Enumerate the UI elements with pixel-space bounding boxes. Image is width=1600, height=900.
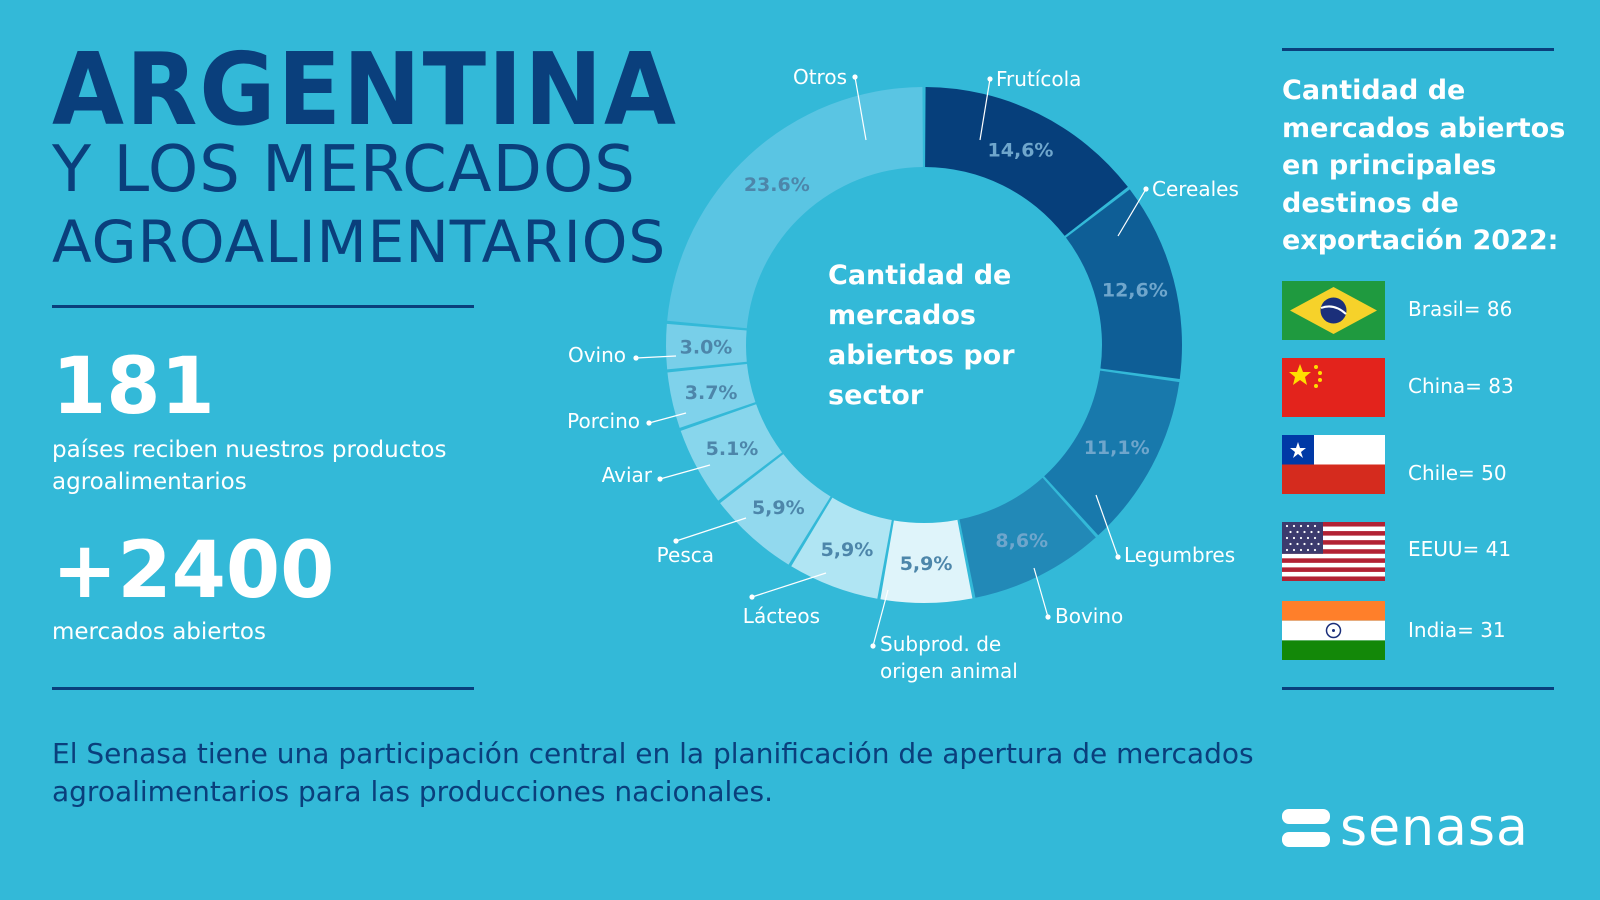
slice-value-label-5: 5,9% [821, 539, 874, 561]
category-label-5: Lácteos [743, 604, 820, 628]
stat-markets-value: +2400 [52, 526, 335, 616]
donut-slice-6 [720, 454, 831, 565]
donut-slice-10 [667, 87, 923, 329]
destination-india: India= 31 [1408, 618, 1506, 642]
divider-top-right [1282, 48, 1554, 51]
leader-line-4 [872, 589, 889, 647]
leader-line-8 [648, 412, 687, 424]
leader-dot-1 [1143, 186, 1149, 192]
senasa-logo: senasa [1282, 798, 1529, 858]
donut-slice-3 [959, 477, 1096, 598]
leader-line-9 [635, 355, 677, 359]
leader-line-10 [854, 76, 867, 141]
leader-line-1 [1117, 188, 1147, 237]
category-label-0: Frutícola [996, 67, 1081, 91]
category-label-8: Porcino [567, 409, 640, 433]
divider-top-left [52, 305, 474, 308]
slice-value-label-9: 3.0% [680, 336, 733, 358]
category-label-2: Legumbres [1124, 543, 1235, 567]
slice-value-label-0: 14,6% [988, 140, 1054, 162]
leader-line-6 [675, 517, 747, 542]
divider-bottom-left [52, 687, 474, 690]
slice-value-label-6: 5,9% [752, 497, 805, 519]
title-line-1: ARGENTINA [52, 31, 678, 148]
donut-slice-2 [1044, 370, 1180, 536]
destination-china: China= 83 [1408, 374, 1514, 398]
leader-line-2 [1095, 494, 1119, 558]
slice-value-label-10: 23.6% [744, 174, 810, 196]
slice-value-label-2: 11,1% [1084, 437, 1150, 459]
divider-bottom-right [1282, 687, 1554, 690]
slice-value-label-8: 3.7% [685, 382, 738, 404]
leader-dot-2 [1115, 554, 1121, 560]
brazil-flag-icon [1282, 281, 1385, 340]
stat-countries-value: 181 [52, 342, 215, 432]
slice-value-label-3: 8,6% [995, 530, 1048, 552]
category-label-6: Pesca [657, 543, 714, 567]
leader-dot-7 [657, 476, 663, 482]
chart-title: Cantidad de mercados abiertos por sector [828, 260, 1015, 411]
logo-text: senasa [1340, 798, 1529, 858]
leader-dot-9 [633, 355, 639, 361]
leader-dot-10 [852, 74, 858, 80]
donut-slice-9 [665, 323, 747, 370]
leader-dot-8 [646, 420, 652, 426]
donut-slice-0 [925, 87, 1128, 236]
category-label-4: Subprod. de origen animal [880, 632, 1018, 683]
stat-markets-description: mercados abiertos [52, 619, 266, 645]
destination-chile: Chile= 50 [1408, 461, 1507, 485]
leader-dot-5 [749, 594, 755, 600]
leader-dot-4 [870, 643, 876, 649]
slice-value-label-4: 5,9% [900, 553, 953, 575]
china-flag-icon [1282, 358, 1385, 417]
leader-dot-3 [1045, 614, 1051, 620]
destination-eeuu: EEUU= 41 [1408, 537, 1512, 561]
india-flag-icon [1282, 601, 1385, 660]
leader-line-3 [1033, 567, 1049, 618]
leader-line-0 [979, 78, 991, 141]
destination-brasil: Brasil= 86 [1408, 297, 1513, 321]
title-line-3: AGROALIMENTARIOS [52, 208, 667, 276]
donut-slice-4 [880, 519, 973, 603]
donut-slice-1 [1065, 189, 1182, 379]
senasa-logo-icon [1282, 809, 1330, 847]
destinations-title: Cantidad de mercados abiertos en princip… [1282, 75, 1566, 256]
leader-dot-0 [987, 76, 993, 82]
leader-line-5 [751, 572, 827, 598]
slice-value-label-7: 5.1% [706, 438, 759, 460]
donut-slice-7 [680, 404, 783, 501]
leader-dot-6 [673, 538, 679, 544]
donut-slice-8 [667, 363, 756, 428]
category-label-10: Otros [793, 65, 847, 89]
usa-flag-icon [1282, 522, 1385, 581]
chile-flag-icon [1282, 435, 1385, 494]
category-label-9: Ovino [568, 343, 626, 367]
category-label-7: Aviar [602, 463, 653, 487]
stat-countries-description: países reciben nuestros productos agroal… [52, 437, 447, 495]
title-line-2: Y LOS MERCADOS [52, 133, 636, 207]
category-label-1: Cereales [1152, 177, 1239, 201]
footer-text: El Senasa tiene una participación centra… [52, 737, 1254, 808]
donut-slice-5 [791, 497, 892, 599]
slice-value-label-1: 12,6% [1102, 279, 1168, 301]
leader-line-7 [659, 464, 711, 480]
category-label-3: Bovino [1055, 604, 1123, 628]
